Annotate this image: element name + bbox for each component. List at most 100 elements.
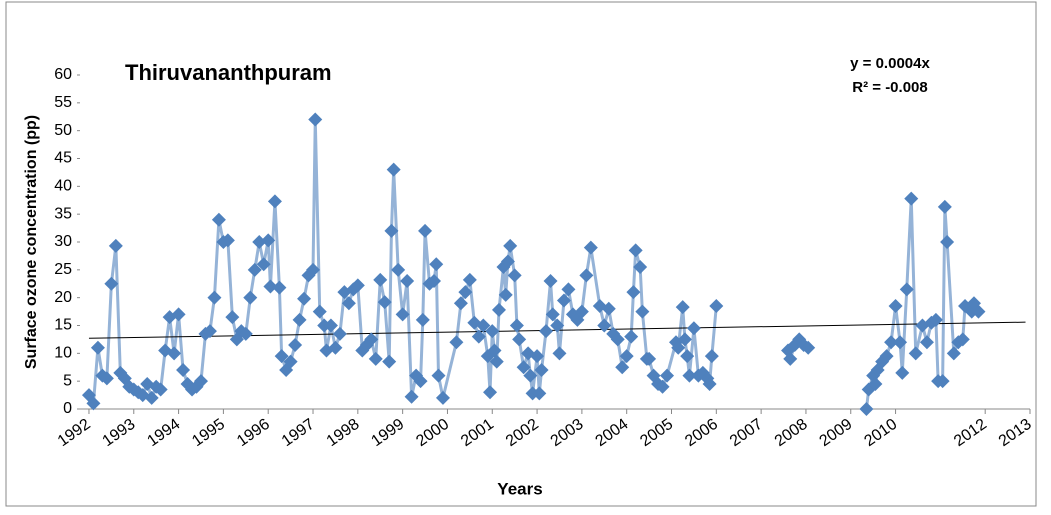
data-point [530, 349, 545, 364]
data-point [225, 310, 240, 325]
data-point [677, 332, 692, 347]
data-point [415, 312, 430, 327]
data-point [532, 386, 547, 401]
data-point [552, 346, 567, 361]
data-point [702, 376, 717, 391]
data-point [523, 368, 538, 383]
data-point [512, 332, 527, 347]
equation: y = 0.0004x [850, 55, 930, 72]
y-tick-label: 25 [54, 261, 72, 278]
data-point [377, 295, 392, 310]
data-point [550, 318, 565, 333]
data-point [485, 324, 500, 339]
data-point [202, 324, 217, 339]
data-point [884, 335, 899, 350]
data-point [453, 296, 468, 311]
y-tick-label: 0 [63, 400, 72, 417]
data-point [332, 326, 347, 341]
data-point [682, 368, 697, 383]
data-point [312, 304, 327, 319]
data-point [153, 382, 168, 397]
data-point [292, 312, 307, 327]
data-point [211, 212, 226, 227]
data-point [297, 291, 312, 306]
data-point [893, 335, 908, 350]
data-point [655, 379, 670, 394]
data-point [431, 368, 446, 383]
data-point [252, 235, 267, 249]
data-point [382, 354, 397, 369]
data-point [516, 360, 531, 375]
data-point [413, 374, 428, 389]
data-point [364, 332, 379, 347]
data-point [476, 318, 491, 333]
data-point [167, 346, 182, 361]
data-point [435, 390, 450, 405]
data-point [626, 285, 641, 300]
data-point [261, 233, 276, 248]
data-point [491, 302, 506, 317]
data-point [704, 349, 719, 364]
data-point [859, 402, 874, 416]
y-axis-label: Surface ozone concentration (pp) [23, 115, 40, 369]
data-point [462, 272, 477, 287]
data-point [283, 354, 298, 369]
data-point [288, 337, 303, 352]
data-point [919, 335, 934, 350]
data-point [391, 262, 406, 277]
r-squared: R² = -0.008 [852, 79, 927, 96]
data-point [90, 340, 105, 355]
data-point [579, 268, 594, 283]
data-point [99, 371, 114, 386]
data-point [176, 363, 191, 378]
data-point [449, 335, 464, 350]
data-point [624, 329, 639, 344]
data-point [686, 321, 701, 336]
data-point [238, 326, 253, 341]
data-point [801, 340, 816, 355]
data-point [308, 112, 323, 127]
y-tick-label: 35 [54, 205, 72, 222]
data-point [458, 285, 473, 300]
data-point [507, 268, 522, 283]
data-point [539, 324, 554, 339]
y-tick-label: 50 [54, 122, 72, 139]
data-point [306, 262, 321, 277]
data-point [243, 290, 258, 305]
data-point [171, 307, 186, 322]
data-point [350, 278, 365, 293]
data-point [267, 194, 282, 209]
data-point [971, 304, 986, 319]
data-point [509, 318, 524, 333]
data-point [628, 243, 643, 258]
data-point [418, 223, 433, 238]
data-point [368, 351, 383, 366]
data-point [946, 346, 961, 361]
data-point [117, 371, 132, 386]
data-point [610, 332, 625, 347]
data-point [615, 360, 630, 375]
data-point [635, 304, 650, 319]
data-point [680, 349, 695, 364]
data-point [373, 272, 388, 287]
data-point [928, 312, 943, 327]
data-point [323, 318, 338, 333]
data-point [574, 304, 589, 319]
data-point [619, 349, 634, 364]
data-point [498, 287, 513, 302]
data-point [561, 282, 576, 297]
y-tick-label: 20 [54, 289, 72, 306]
y-tick-label: 45 [54, 150, 72, 167]
data-point [895, 365, 910, 380]
data-point [274, 349, 289, 364]
data-point [207, 290, 222, 305]
data-point [709, 299, 724, 314]
data-point [256, 257, 271, 272]
data-point [263, 279, 278, 294]
data-point [144, 390, 159, 405]
data-point [395, 307, 410, 322]
data-point [483, 385, 498, 400]
x-axis-label: Years [497, 479, 542, 498]
data-point [386, 162, 401, 177]
